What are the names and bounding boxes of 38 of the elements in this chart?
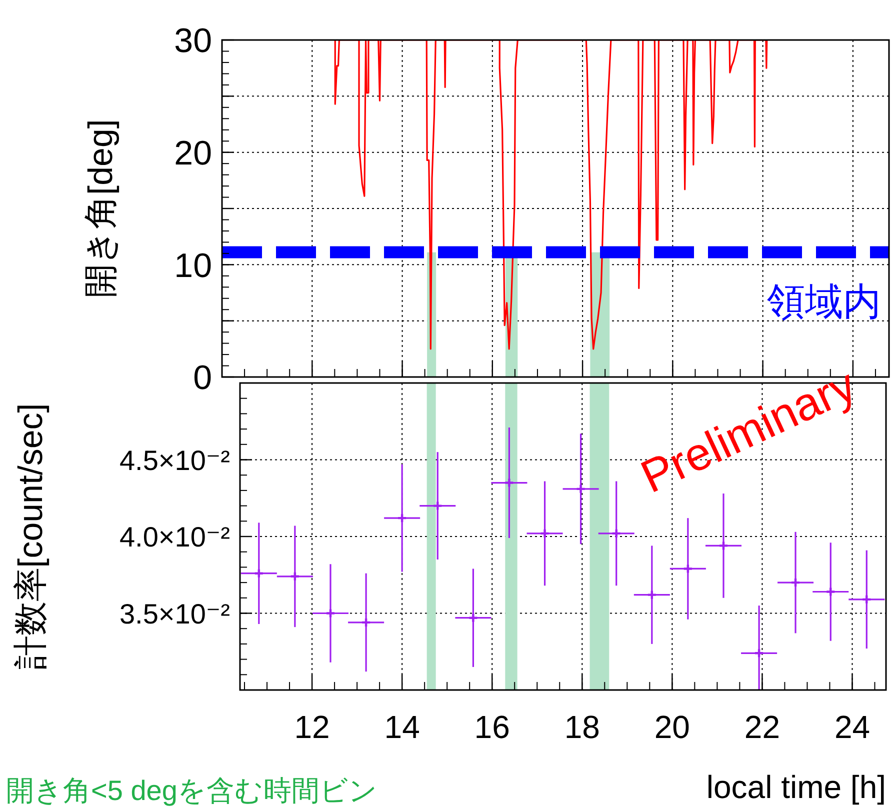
y-tick-label: 20: [174, 134, 212, 173]
y-tick-label: 3.5×10⁻²: [119, 598, 230, 630]
y-axis-title: 計数率[count/sec]: [12, 403, 50, 670]
point: [576, 484, 586, 494]
x-tick-label: 22: [744, 709, 780, 745]
y-tick-label: 0: [193, 359, 212, 398]
point: [862, 594, 872, 605]
point: [504, 478, 514, 488]
x-tick-label: 18: [564, 709, 600, 745]
text: 開き角<5 degを含む時間ビン: [6, 775, 378, 806]
point: [360, 617, 372, 628]
point: [826, 586, 836, 597]
x-tick-label: 12: [294, 709, 330, 745]
y-tick-label: 30: [174, 22, 212, 60]
y-tick-label: 4.0×10⁻²: [119, 522, 230, 553]
point: [254, 568, 264, 578]
ref-line-label: 領域内: [767, 281, 881, 324]
point: [790, 577, 801, 588]
point: [718, 540, 729, 551]
x-axis-title: local time [h]: [706, 769, 886, 805]
y-tick-label: 4.5×10⁻²: [119, 444, 230, 476]
x-tick-label: 20: [654, 709, 690, 745]
x-tick-label: 16: [474, 709, 510, 745]
y-axis-title: 開き角[deg]: [82, 119, 120, 298]
point: [682, 564, 694, 574]
point: [468, 612, 478, 623]
point: [325, 608, 336, 618]
point: [611, 528, 622, 539]
y-tick-label: 10: [174, 246, 212, 285]
point: [540, 528, 550, 539]
point: [396, 512, 408, 524]
x-tick-label: 14: [384, 709, 420, 745]
line-series: [334, 40, 768, 350]
point: [432, 500, 443, 511]
point: [290, 571, 300, 582]
point: [646, 590, 658, 600]
x-tick-label: 24: [834, 709, 870, 745]
point: [754, 648, 764, 658]
